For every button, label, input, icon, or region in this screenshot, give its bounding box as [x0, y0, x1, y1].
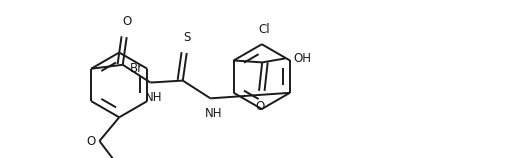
Text: Br: Br	[129, 62, 142, 75]
Text: NH: NH	[205, 107, 223, 120]
Text: Cl: Cl	[258, 23, 270, 36]
Text: NH: NH	[145, 91, 162, 104]
Text: S: S	[183, 31, 191, 44]
Text: O: O	[122, 15, 131, 28]
Text: O: O	[256, 100, 265, 112]
Text: O: O	[86, 134, 95, 148]
Text: OH: OH	[294, 52, 312, 65]
